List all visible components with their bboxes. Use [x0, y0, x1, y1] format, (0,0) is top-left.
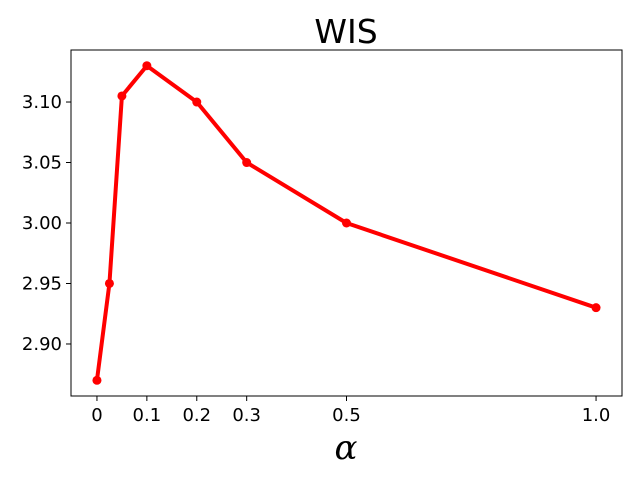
- x-tick-label: 0.2: [182, 405, 211, 426]
- data-point: [591, 303, 601, 313]
- data-point: [142, 61, 152, 71]
- x-tick-label: 1.0: [582, 405, 611, 426]
- data-point: [92, 375, 102, 385]
- data-point: [192, 97, 202, 107]
- x-tick-label: 0.5: [332, 405, 361, 426]
- series-line: [94, 63, 597, 381]
- x-axis: 0 0.1 0.2 0.3 0.5 1.0: [91, 396, 610, 426]
- x-tick-label: 0: [91, 405, 102, 426]
- x-tick-label: 0.3: [232, 405, 261, 426]
- data-point: [104, 278, 114, 288]
- y-tick-label: 3.10: [22, 92, 62, 113]
- x-axis-label: α: [335, 428, 358, 468]
- x-tick-label: 0.1: [133, 405, 162, 426]
- data-points: [92, 61, 601, 385]
- y-axis: 2.90 2.95 3.00 3.05 3.10: [22, 92, 71, 355]
- chart-title: WIS: [314, 12, 377, 51]
- data-point: [242, 158, 252, 168]
- data-point: [117, 91, 127, 101]
- y-tick-label: 2.90: [22, 334, 62, 355]
- data-point: [342, 218, 351, 228]
- y-tick-label: 3.05: [22, 153, 62, 174]
- y-tick-label: 3.00: [22, 213, 62, 234]
- y-tick-label: 2.95: [22, 273, 62, 294]
